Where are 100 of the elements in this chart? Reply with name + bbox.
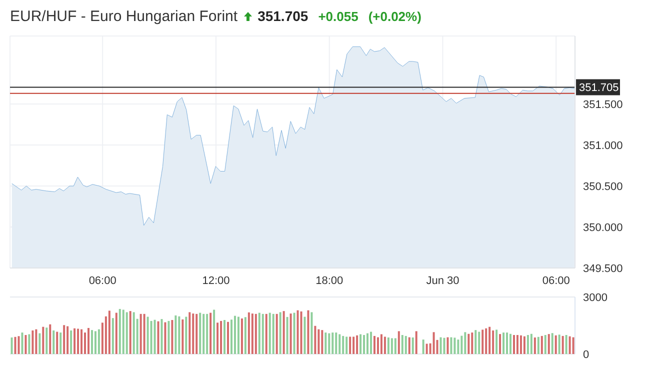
bar — [443, 338, 446, 354]
bar — [384, 336, 386, 354]
bar — [544, 335, 546, 354]
y-tick-label: 350.000 — [583, 222, 623, 234]
ref-line-label: 351.705 — [579, 82, 619, 94]
bar — [28, 334, 30, 354]
text: (+0.02%) — [368, 9, 422, 24]
bar — [182, 319, 184, 354]
bar — [412, 337, 414, 354]
bar — [178, 316, 180, 354]
bar — [422, 340, 424, 354]
bar — [77, 328, 80, 354]
bar — [21, 332, 24, 354]
chart-title: EUR/HUF - Euro Hungarian Forint — [10, 8, 238, 25]
bar — [262, 314, 264, 354]
bar — [90, 330, 93, 354]
y-tick-label: 350.500 — [583, 180, 623, 193]
bar — [192, 314, 194, 354]
bar — [318, 329, 320, 354]
bar — [87, 328, 90, 354]
bar — [296, 310, 299, 354]
bar — [286, 316, 288, 354]
bar — [206, 314, 208, 354]
bar — [60, 332, 62, 354]
bar — [568, 336, 571, 354]
bar — [32, 330, 34, 354]
bar — [363, 335, 366, 354]
bar — [366, 333, 369, 354]
bar — [202, 314, 205, 354]
bar — [460, 336, 463, 354]
bar — [80, 329, 83, 354]
bar — [244, 317, 246, 354]
bar — [98, 329, 100, 354]
bar — [387, 337, 390, 354]
bar — [426, 344, 428, 354]
bar — [506, 332, 508, 354]
bar — [471, 332, 474, 354]
bar — [94, 331, 96, 354]
bar — [216, 322, 219, 354]
bar — [572, 337, 574, 354]
bar — [196, 314, 198, 354]
bar — [140, 314, 142, 354]
bar — [548, 334, 550, 354]
bar — [174, 315, 177, 354]
bar — [390, 338, 393, 354]
bar — [310, 312, 313, 354]
bar — [168, 320, 170, 354]
bar — [210, 312, 212, 354]
bar — [516, 335, 518, 354]
bar — [290, 314, 292, 354]
bar — [373, 336, 376, 354]
bar — [440, 337, 442, 354]
x-tick-label: Jun 30 — [426, 274, 460, 287]
bar — [146, 316, 149, 354]
bar — [118, 308, 121, 354]
bar — [520, 335, 522, 354]
bar — [314, 326, 316, 354]
bar — [268, 312, 271, 354]
text: +0.055 — [318, 9, 358, 24]
bar — [46, 328, 48, 354]
bar — [171, 320, 174, 354]
y-tick-label: 0 — [583, 348, 590, 361]
bar — [35, 329, 38, 354]
bar — [307, 310, 310, 354]
bar — [349, 336, 352, 354]
bar — [154, 320, 156, 354]
x-tick-label: 12:00 — [202, 274, 230, 287]
bar — [234, 316, 236, 354]
text: 351.705 — [258, 8, 308, 24]
bar — [562, 336, 564, 354]
bar — [446, 337, 449, 354]
bar — [499, 334, 502, 354]
bar — [276, 314, 278, 354]
bar — [457, 340, 460, 354]
bar — [523, 336, 526, 354]
bar — [122, 310, 124, 354]
bar — [251, 314, 254, 354]
bar — [454, 338, 456, 354]
bar — [488, 326, 491, 354]
bar — [356, 335, 358, 354]
bar — [554, 335, 557, 354]
bar — [415, 331, 418, 354]
bar — [150, 320, 152, 354]
bar — [258, 312, 260, 354]
bar — [56, 332, 58, 354]
y-tick-label: 349.500 — [583, 262, 623, 275]
bar — [112, 318, 114, 354]
bar — [474, 330, 477, 354]
bar — [237, 316, 240, 354]
bar — [227, 322, 229, 354]
y-tick-label: 351.500 — [583, 98, 623, 111]
bar — [485, 328, 488, 354]
bar — [526, 335, 529, 354]
bar — [482, 330, 484, 354]
bar — [230, 320, 232, 354]
bar — [551, 333, 554, 354]
bar — [394, 338, 396, 354]
bar — [492, 330, 494, 354]
bar — [272, 314, 274, 354]
bar — [70, 330, 72, 354]
